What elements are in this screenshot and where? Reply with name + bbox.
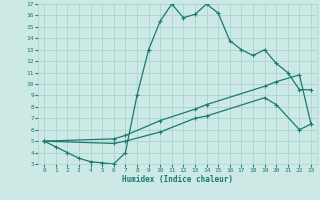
X-axis label: Humidex (Indice chaleur): Humidex (Indice chaleur) <box>122 175 233 184</box>
